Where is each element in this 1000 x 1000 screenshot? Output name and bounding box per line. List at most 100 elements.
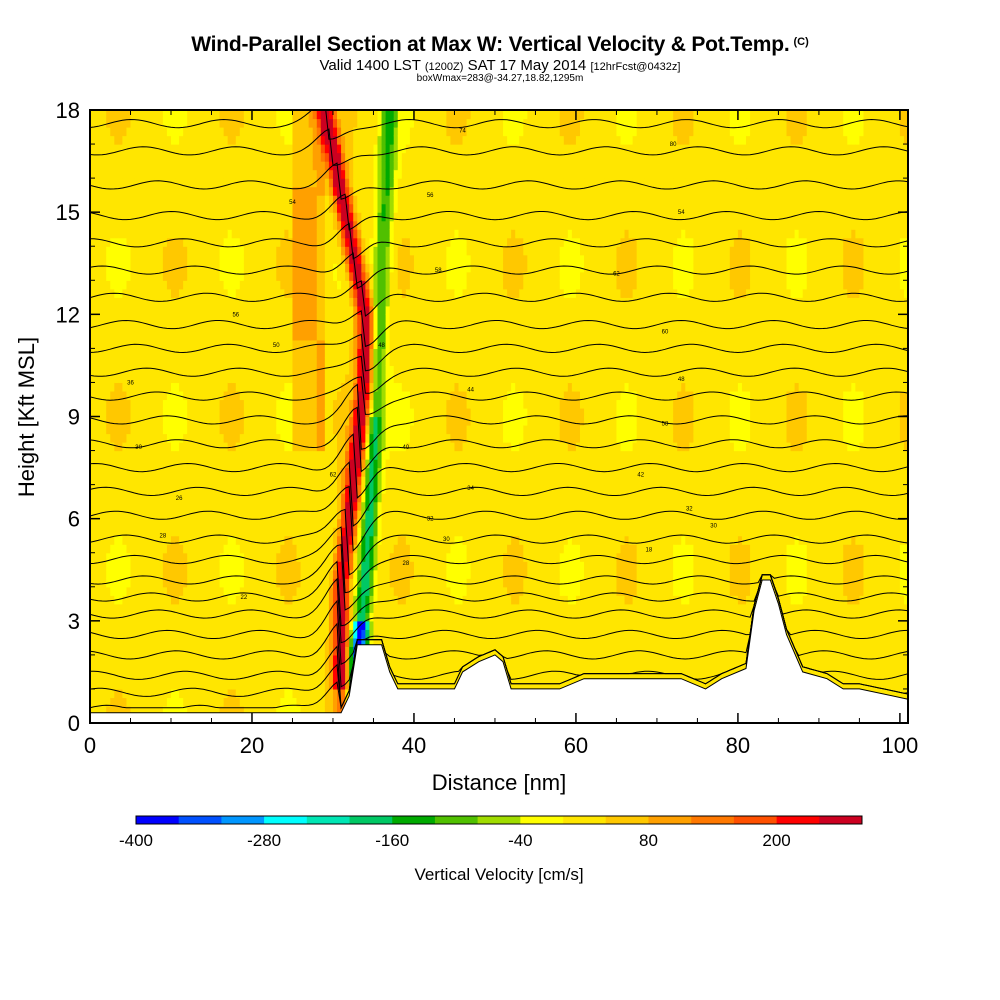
velocity-cell — [337, 322, 342, 332]
velocity-cell — [231, 501, 237, 511]
velocity-cell — [235, 152, 241, 162]
velocity-cell — [256, 603, 261, 613]
velocity-cell — [223, 561, 229, 571]
velocity-cell — [288, 501, 294, 511]
velocity-cell — [110, 663, 115, 673]
velocity-cell — [272, 382, 277, 392]
velocity-cell — [357, 314, 362, 324]
velocity-cell — [369, 595, 375, 605]
velocity-cell — [142, 450, 148, 460]
velocity-cell — [276, 339, 281, 349]
velocity-cell — [191, 501, 196, 511]
velocity-cell — [316, 254, 322, 264]
velocity-cell — [106, 535, 111, 545]
velocity-cell — [154, 535, 160, 545]
velocity-cell — [199, 127, 204, 137]
velocity-cell — [106, 680, 111, 690]
velocity-cell — [94, 603, 99, 613]
velocity-cell — [207, 322, 213, 332]
velocity-cell — [276, 169, 281, 179]
velocity-cell — [320, 663, 326, 673]
velocity-cell — [126, 697, 132, 707]
velocity-cell — [280, 578, 285, 588]
velocity-cell — [292, 246, 298, 256]
velocity-cell — [170, 288, 176, 298]
velocity-cell — [288, 382, 294, 392]
velocity-cell — [106, 297, 111, 307]
velocity-cell — [280, 527, 285, 537]
velocity-cell — [349, 373, 354, 384]
velocity-cell — [191, 407, 196, 418]
velocity-cell — [345, 271, 350, 281]
velocity-cell — [251, 212, 257, 222]
velocity-cell — [126, 254, 132, 264]
velocity-cell — [365, 254, 371, 264]
velocity-cell — [154, 127, 160, 137]
velocity-cell — [170, 229, 176, 239]
velocity-cell — [211, 382, 217, 392]
velocity-cell — [264, 663, 269, 673]
velocity-cell — [183, 348, 188, 358]
velocity-cell — [162, 229, 168, 239]
velocity-cell — [256, 229, 261, 239]
velocity-cell — [126, 322, 132, 332]
velocity-cell — [247, 663, 253, 673]
velocity-cell — [235, 271, 241, 281]
velocity-cell — [191, 705, 196, 716]
velocity-cell — [154, 680, 160, 690]
velocity-cell — [90, 195, 95, 205]
velocity-cell — [187, 680, 192, 690]
velocity-cell — [243, 663, 249, 673]
velocity-cell — [239, 569, 245, 579]
velocity-cell — [223, 552, 229, 562]
velocity-cell — [150, 382, 156, 392]
velocity-cell — [256, 646, 261, 656]
velocity-cell — [170, 416, 176, 426]
velocity-cell — [94, 161, 99, 171]
velocity-cell — [146, 697, 152, 707]
velocity-cell — [138, 544, 144, 554]
velocity-cell — [353, 476, 358, 486]
velocity-cell — [292, 433, 298, 443]
velocity-cell — [300, 314, 306, 324]
velocity-cell — [345, 135, 350, 145]
velocity-cell — [219, 527, 225, 537]
velocity-cell — [203, 535, 209, 545]
velocity-cell — [207, 569, 213, 579]
velocity-cell — [142, 161, 148, 171]
velocity-cell — [207, 450, 213, 460]
velocity-cell — [110, 680, 115, 690]
velocity-cell — [102, 373, 107, 384]
velocity-cell — [203, 705, 209, 716]
velocity-cell — [235, 407, 241, 418]
velocity-cell — [162, 646, 168, 656]
velocity-cell — [332, 169, 338, 179]
velocity-cell — [251, 629, 257, 639]
velocity-cell — [166, 629, 172, 639]
velocity-cell — [272, 365, 277, 375]
velocity-cell — [219, 237, 225, 247]
velocity-cell — [175, 382, 180, 392]
velocity-cell — [231, 229, 237, 239]
velocity-cell — [179, 229, 184, 239]
velocity-cell — [349, 152, 354, 162]
velocity-cell — [106, 169, 111, 179]
velocity-cell — [175, 603, 180, 613]
velocity-cell — [175, 297, 180, 307]
velocity-cell — [187, 595, 192, 605]
velocity-cell — [272, 527, 277, 537]
velocity-cell — [316, 425, 322, 435]
velocity-cell — [166, 195, 172, 205]
velocity-cell — [320, 688, 326, 699]
velocity-cell — [211, 212, 217, 222]
velocity-cell — [235, 254, 241, 264]
velocity-cell — [247, 399, 253, 409]
velocity-cell — [284, 373, 290, 384]
velocity-cell — [235, 314, 241, 324]
velocity-cell — [203, 637, 209, 647]
velocity-cell — [296, 697, 302, 707]
velocity-cell — [203, 450, 209, 460]
velocity-cell — [341, 169, 346, 179]
velocity-cell — [223, 127, 229, 137]
velocity-cell — [142, 110, 148, 120]
